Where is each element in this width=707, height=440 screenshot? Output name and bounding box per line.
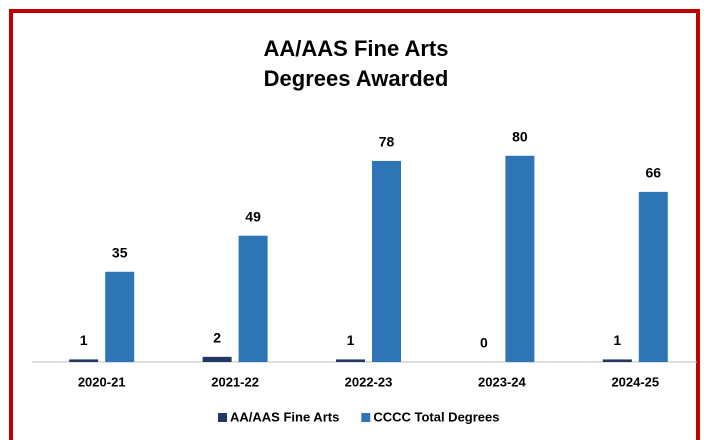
chart-border bbox=[9, 9, 700, 440]
data-label: 1 bbox=[347, 332, 355, 348]
chart-title: Degrees Awarded bbox=[264, 66, 449, 91]
data-label: 66 bbox=[646, 165, 662, 181]
data-label: 78 bbox=[379, 134, 395, 150]
bar bbox=[69, 359, 99, 362]
bar bbox=[105, 271, 135, 362]
bar bbox=[336, 359, 365, 362]
bar bbox=[372, 160, 401, 362]
x-tick-label: 2020-21 bbox=[78, 374, 126, 389]
legend-swatch bbox=[361, 413, 371, 422]
data-label: 2 bbox=[213, 330, 221, 346]
legend-label: AA/AAS Fine Arts bbox=[230, 409, 339, 424]
bar bbox=[202, 356, 232, 362]
x-tick-label: 2022-23 bbox=[345, 374, 393, 389]
legend-swatch bbox=[218, 413, 227, 422]
data-label: 80 bbox=[512, 128, 528, 144]
data-label: 35 bbox=[112, 244, 128, 260]
data-label: 0 bbox=[480, 335, 488, 351]
x-tick-label: 2021-22 bbox=[211, 374, 259, 389]
legend-label: CCCC Total Degrees bbox=[373, 409, 499, 424]
x-tick-label: 2024-25 bbox=[611, 374, 659, 389]
bar bbox=[505, 155, 535, 362]
data-label: 1 bbox=[80, 332, 88, 348]
x-tick-label: 2023-24 bbox=[478, 374, 526, 389]
data-label: 49 bbox=[245, 208, 261, 224]
bar bbox=[602, 359, 632, 362]
bar bbox=[638, 191, 668, 362]
data-label: 1 bbox=[613, 332, 621, 348]
chart-title: AA/AAS Fine Arts bbox=[264, 36, 449, 61]
bar bbox=[238, 235, 268, 362]
